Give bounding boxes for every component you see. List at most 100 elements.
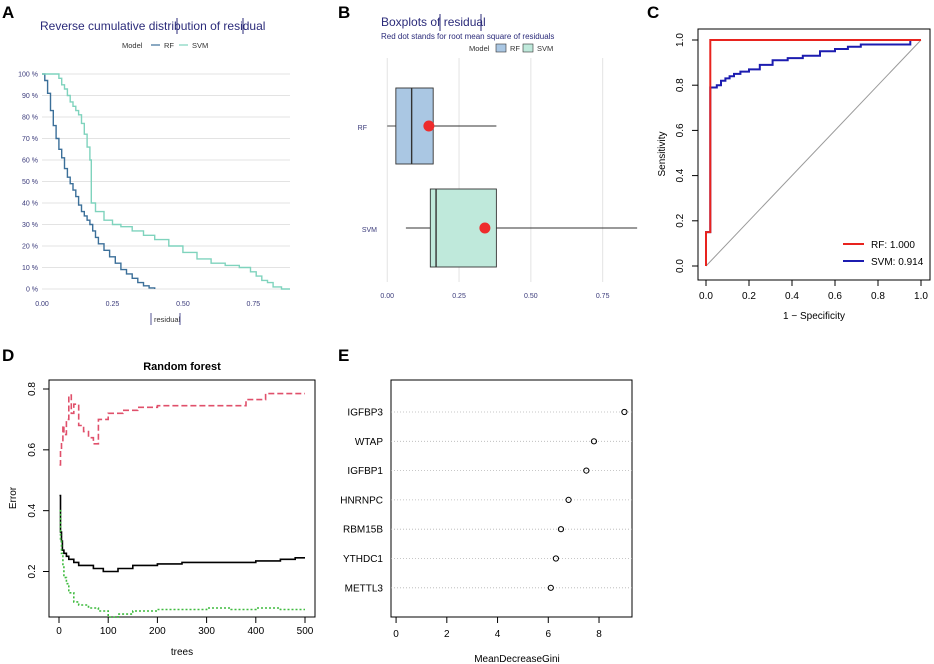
panel-a-ecdf-chart: Reverse cumulative distribution of resid… xyxy=(18,18,290,325)
chart-d-y-ticks: 0.2 0.4 0.6 0.8 xyxy=(27,382,49,578)
chart-d-x-tick-label: 100 xyxy=(100,626,117,637)
chart-e-point xyxy=(590,438,598,445)
chart-d-y-tick-label: 0.4 xyxy=(27,503,38,517)
chart-b-title: Boxplots of residual xyxy=(381,15,486,29)
chart-c-y-tick-label: 0.8 xyxy=(675,78,686,92)
chart-b-rmse-dot-svm xyxy=(479,222,491,234)
chart-a-legend-label-rf: RF xyxy=(164,41,174,50)
chart-d-x-tick-label: 400 xyxy=(247,626,264,637)
chart-c-legend-label-svm: SVM: 0.914 xyxy=(871,257,924,268)
chart-e-x-tick-label: 2 xyxy=(444,629,450,640)
chart-b-x-tick-label: 0.50 xyxy=(524,293,538,300)
chart-c-y-tick-label: 0.0 xyxy=(675,259,686,273)
chart-b-rmse-dot-rf xyxy=(423,120,435,132)
chart-a-line-svm xyxy=(42,73,290,290)
chart-a-y-tick-label: 0 % xyxy=(26,287,38,294)
chart-e-row-label: RBM15B xyxy=(343,525,383,536)
chart-e-row-label: IGFBP3 xyxy=(347,408,383,419)
chart-b-legend-label-rf: RF xyxy=(510,44,520,53)
chart-a-x-tick-label: 0.75 xyxy=(247,301,261,308)
chart-b-category-svm: SVM xyxy=(362,227,377,234)
chart-a-y-tick-label: 100 % xyxy=(18,72,38,79)
chart-e-point xyxy=(557,526,565,533)
chart-d-line-oob xyxy=(59,494,305,573)
chart-a-legend-label-svm: SVM xyxy=(192,41,208,50)
chart-a-y-tick-label: 80 % xyxy=(22,115,38,122)
chart-c-y-tick-label: 1.0 xyxy=(675,33,686,47)
panel-d-random-forest-chart: Random forest 0.2 0.4 0.6 0.8 0 100 200 300 400… xyxy=(8,361,316,658)
chart-e-point xyxy=(547,584,554,591)
chart-b-title-var: residual xyxy=(444,15,486,29)
chart-a-x-ticks: 0.00 0.25 0.50 0.75 xyxy=(35,301,260,308)
chart-e-x-ticks: 0 2 4 6 8 xyxy=(393,617,602,640)
chart-c-plot-box xyxy=(697,28,931,281)
chart-d-series xyxy=(59,392,305,618)
chart-a-x-tick-label: 0.00 xyxy=(35,301,49,308)
chart-e-x-tick-label: 0 xyxy=(393,629,399,640)
chart-c-line-rf xyxy=(705,39,921,266)
chart-a-line-rf xyxy=(42,73,156,289)
chart-c-x-tick-label: 0.8 xyxy=(871,291,885,302)
chart-b-x-tick-label: 0.00 xyxy=(380,293,394,300)
chart-a-y-tick-label: 50 % xyxy=(22,179,38,186)
chart-a-y-tick-label: 20 % xyxy=(22,244,38,251)
chart-b-boxes xyxy=(387,87,638,268)
chart-e-point xyxy=(565,496,572,503)
chart-a-series xyxy=(42,73,290,290)
chart-a-x-label: residual xyxy=(154,315,181,324)
chart-e-x-label: MeanDecreaseGini xyxy=(474,654,560,664)
chart-d-x-label: trees xyxy=(171,647,193,658)
chart-d-y-tick-label: 0.2 xyxy=(27,564,38,578)
chart-e-row-label: IGFBP1 xyxy=(347,466,383,477)
chart-b-x-ticks: 0.00 0.25 0.50 0.75 xyxy=(380,293,609,300)
chart-d-line-class2 xyxy=(59,509,305,618)
chart-c-legend: RF: 1.000 SVM: 0.914 xyxy=(843,240,924,268)
chart-c-x-tick-label: 1.0 xyxy=(914,291,928,302)
chart-d-plot-box xyxy=(48,379,316,618)
panel-e-gini-dotchart: IGFBP3 WTAP IGFBP1 HNRNPC RBM15B YTHDC1 METTL3… xyxy=(340,379,633,664)
panel-label-e: E xyxy=(338,346,349,365)
chart-d-x-tick-label: 300 xyxy=(198,626,215,637)
chart-b-legend-title: Model xyxy=(469,44,490,53)
chart-c-x-tick-label: 0.6 xyxy=(828,291,842,302)
chart-e-x-tick-label: 8 xyxy=(596,629,602,640)
chart-c-x-ticks: 0.0 0.2 0.4 0.6 0.8 1.0 xyxy=(699,280,928,302)
chart-a-y-tick-label: 70 % xyxy=(22,136,38,143)
chart-a-title: Reverse cumulative distribution of resid… xyxy=(40,19,265,33)
chart-e-row-label: HNRNPC xyxy=(340,495,383,506)
chart-a-y-tick-label: 60 % xyxy=(22,158,38,165)
chart-c-reference-diagonal xyxy=(705,39,922,267)
chart-b-x-tick-label: 0.25 xyxy=(452,293,466,300)
chart-c-series xyxy=(705,39,922,267)
chart-c-y-tick-label: 0.2 xyxy=(675,213,686,227)
chart-d-y-tick-label: 0.8 xyxy=(27,382,38,396)
chart-a-y-tick-label: 30 % xyxy=(22,222,38,229)
chart-c-y-label: Sensitivity xyxy=(657,131,668,176)
chart-a-y-tick-label: 40 % xyxy=(22,201,38,208)
chart-e-row-label: METTL3 xyxy=(345,583,384,594)
chart-b-x-tick-label: 0.75 xyxy=(596,293,610,300)
chart-b-title-prefix: Boxplots of xyxy=(381,15,444,29)
chart-d-x-tick-label: 0 xyxy=(56,626,62,637)
chart-d-x-tick-label: 200 xyxy=(149,626,166,637)
panel-c-roc-chart: 0.0 0.2 0.4 0.6 0.8 1.0 0.0 0.2 0.4 0.6 0.8 1.0 1 … xyxy=(657,28,931,322)
chart-e-x-tick-label: 4 xyxy=(495,629,501,640)
chart-b-legend-key-svm xyxy=(522,43,534,53)
panel-label-c: C xyxy=(647,3,659,22)
chart-e-row-label: WTAP xyxy=(355,437,383,448)
chart-e-x-tick-label: 6 xyxy=(546,629,552,640)
chart-c-legend-label-rf: RF: 1.000 xyxy=(871,240,915,251)
chart-d-line-class1 xyxy=(59,392,305,466)
chart-b-legend-label-svm: SVM xyxy=(537,44,553,53)
chart-a-y-tick-label: 90 % xyxy=(22,93,38,100)
chart-c-y-tick-label: 0.6 xyxy=(675,123,686,137)
chart-a-x-tick-label: 0.25 xyxy=(106,301,120,308)
panel-label-b: B xyxy=(338,3,350,22)
chart-b-category-rf: RF xyxy=(358,125,367,132)
chart-e-point xyxy=(621,408,628,416)
chart-d-y-label: Error xyxy=(8,486,19,509)
chart-c-x-tick-label: 0.2 xyxy=(742,291,756,302)
chart-d-y-tick-label: 0.6 xyxy=(27,442,38,456)
chart-e-point xyxy=(552,555,559,562)
